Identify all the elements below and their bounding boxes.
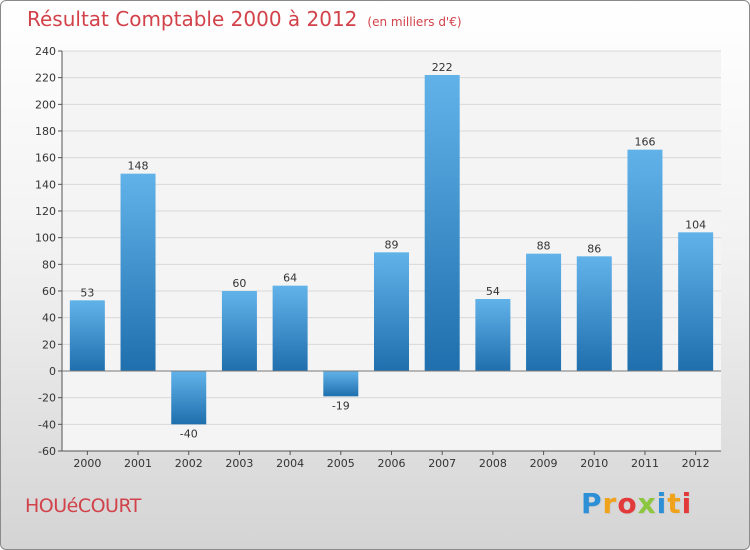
data-label: 64 <box>283 272 297 285</box>
chart-title: Résultat Comptable 2000 à 2012 <box>27 7 358 31</box>
y-tick-label: 60 <box>42 285 56 298</box>
bar <box>120 173 156 371</box>
y-tick-label: 120 <box>35 205 56 218</box>
x-tick-label: 2001 <box>124 457 152 470</box>
y-tick-label: 160 <box>35 152 56 165</box>
x-tick-label: 2005 <box>327 457 355 470</box>
data-label: 54 <box>486 285 500 298</box>
data-label: 104 <box>685 218 706 231</box>
logo-letter: r <box>602 487 618 520</box>
logo-letter: i <box>681 487 693 520</box>
y-tick-label: 100 <box>35 232 56 245</box>
y-tick-label: 200 <box>35 98 56 111</box>
data-label: -19 <box>332 399 350 412</box>
y-axis-ticks: -60 -40 -20 0 20 40 60 80 100 120 140 160 180 200 220 2… <box>35 45 62 458</box>
data-label: 86 <box>587 242 601 255</box>
y-tick-label: -40 <box>38 418 56 431</box>
data-label: 88 <box>537 240 551 253</box>
logo-letter: x <box>637 487 657 520</box>
bars <box>69 75 714 425</box>
x-tick-label: 2010 <box>580 457 608 470</box>
x-tick-label: 2011 <box>631 457 659 470</box>
bar <box>272 285 308 371</box>
bar <box>374 252 409 371</box>
x-axis-ticks: 2000 2001 2002 2003 2004 2005 2006 2007 2008 2009… <box>73 451 710 470</box>
bar <box>424 75 460 371</box>
y-tick-label: 40 <box>42 312 56 325</box>
proxiti-logo: Proxiti <box>581 487 692 520</box>
logo-letter: P <box>581 487 603 520</box>
bar <box>221 291 257 371</box>
x-tick-label: 2009 <box>530 457 558 470</box>
x-tick-label: 2002 <box>175 457 203 470</box>
logo-letter: o <box>617 487 638 520</box>
data-label: 222 <box>432 61 453 74</box>
bar <box>526 253 562 371</box>
x-tick-label: 2006 <box>378 457 406 470</box>
x-tick-label: 2003 <box>225 457 253 470</box>
bar <box>69 300 105 371</box>
data-label: 53 <box>80 286 94 299</box>
bar <box>171 371 207 425</box>
logo-letter: i <box>656 487 668 520</box>
bar <box>323 371 359 397</box>
bar <box>576 256 612 371</box>
data-label: 148 <box>128 160 149 173</box>
bar <box>627 149 663 371</box>
y-tick-label: -60 <box>38 445 56 458</box>
y-tick-label: 140 <box>35 178 56 191</box>
y-tick-label: 220 <box>35 72 56 85</box>
data-label: 166 <box>634 136 655 149</box>
chart-title-block: Résultat Comptable 2000 à 2012 (en millie… <box>27 7 462 31</box>
bar <box>678 232 714 371</box>
y-tick-label: 20 <box>42 338 56 351</box>
y-tick-label: 240 <box>35 45 56 58</box>
y-tick-label: 80 <box>42 258 56 271</box>
data-label: 60 <box>232 277 246 290</box>
y-tick-label: -20 <box>38 392 56 405</box>
x-tick-label: 2004 <box>276 457 304 470</box>
logo-letter: t <box>667 487 682 520</box>
x-tick-label: 2007 <box>428 457 456 470</box>
commune-name: HOUéCOURT <box>25 495 141 517</box>
bar <box>475 299 511 371</box>
x-tick-label: 2012 <box>682 457 710 470</box>
data-label: -40 <box>180 427 198 440</box>
data-labels: 53 148 -40 60 64 -19 89 222 54 88 86 166 104 <box>80 61 706 440</box>
x-tick-label: 2000 <box>73 457 101 470</box>
chart-subtitle: (en milliers d'€) <box>367 15 462 29</box>
y-tick-label: 180 <box>35 125 56 138</box>
y-tick-label: 0 <box>49 365 56 378</box>
x-tick-label: 2008 <box>479 457 507 470</box>
data-label: 89 <box>385 238 399 251</box>
